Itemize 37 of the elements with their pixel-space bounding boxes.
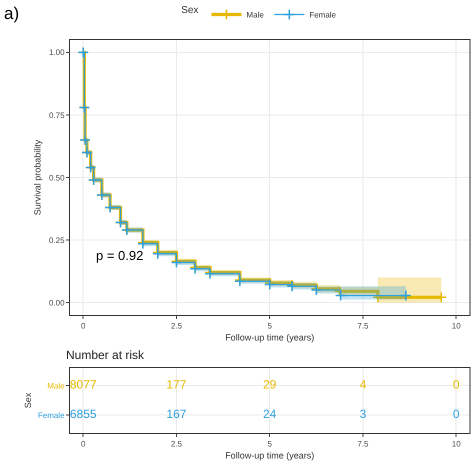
y-tick-label: Male [47, 381, 66, 390]
legend-label: Female [309, 10, 337, 20]
data-label: 0 [452, 378, 460, 392]
y-tick-label: Female [38, 410, 66, 420]
data-label: 29 [263, 378, 277, 392]
data-label: 8077 [70, 378, 97, 392]
x-tick-label: 10 [452, 440, 462, 449]
y-axis-title: Sex [23, 392, 34, 408]
x-tick-label: 5 [267, 322, 272, 331]
data-label: 177 [166, 378, 187, 392]
x-tick-label: 5 [267, 440, 272, 449]
data-label: 6855 [70, 407, 97, 422]
x-tick-label: 7.5 [357, 440, 370, 449]
x-tick-label: 0 [80, 322, 86, 331]
y-axis-title: Survival probability [32, 139, 42, 216]
x-axis-title: Follow-up time (years) [225, 332, 314, 342]
y-tick-label: 0.25 [48, 236, 66, 245]
x-tick-label: 7.5 [357, 322, 370, 331]
y-tick-label: 0.75 [48, 110, 66, 120]
x-tick-label: 0 [80, 440, 86, 449]
annotation: p = 0.92 [96, 248, 144, 263]
x-tick-label: 10 [452, 322, 462, 331]
y-tick-label: 1.00 [48, 48, 66, 58]
x-tick-label: 2.5 [170, 322, 183, 331]
data-label: 3 [360, 407, 367, 422]
text: a) [4, 4, 20, 23]
y-tick-label: 0.50 [48, 173, 66, 182]
y-tick-label: 0.00 [48, 298, 66, 308]
data-label: 24 [263, 407, 277, 422]
chart-title: Number at risk [66, 348, 146, 362]
data-label: 0 [452, 407, 460, 422]
legend-title: Sex [181, 5, 198, 16]
data-label: 4 [360, 378, 367, 392]
x-tick-label: 2.5 [170, 440, 183, 449]
x-axis-title: Follow-up time (years) [225, 450, 314, 460]
data-label: 167 [166, 407, 187, 422]
legend-label: Male [246, 10, 264, 20]
